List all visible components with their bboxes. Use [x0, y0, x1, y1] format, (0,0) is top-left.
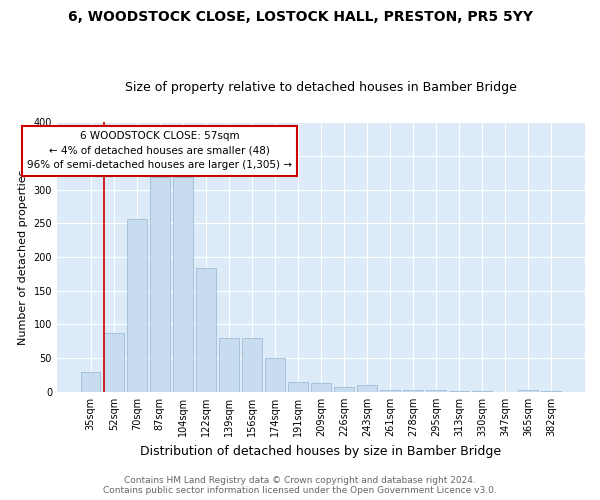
Bar	[311, 383, 331, 392]
X-axis label: Distribution of detached houses by size in Bamber Bridge: Distribution of detached houses by size …	[140, 444, 502, 458]
Text: 6 WOODSTOCK CLOSE: 57sqm
← 4% of detached houses are smaller (48)
96% of semi-de: 6 WOODSTOCK CLOSE: 57sqm ← 4% of detache…	[27, 131, 292, 170]
Bar	[449, 390, 469, 392]
Bar	[265, 358, 284, 392]
Bar	[357, 385, 377, 392]
Bar	[288, 382, 308, 392]
Bar	[427, 390, 446, 392]
Title: Size of property relative to detached houses in Bamber Bridge: Size of property relative to detached ho…	[125, 82, 517, 94]
Bar	[242, 338, 262, 392]
Text: Contains HM Land Registry data © Crown copyright and database right 2024.
Contai: Contains HM Land Registry data © Crown c…	[103, 476, 497, 495]
Bar	[403, 390, 423, 392]
Bar	[380, 390, 400, 392]
Bar	[150, 178, 170, 392]
Text: 6, WOODSTOCK CLOSE, LOSTOCK HALL, PRESTON, PR5 5YY: 6, WOODSTOCK CLOSE, LOSTOCK HALL, PRESTO…	[67, 10, 533, 24]
Bar	[518, 390, 538, 392]
Bar	[127, 219, 146, 392]
Bar	[81, 372, 100, 392]
Bar	[104, 332, 124, 392]
Y-axis label: Number of detached properties: Number of detached properties	[18, 170, 28, 344]
Bar	[334, 386, 354, 392]
Bar	[472, 390, 492, 392]
Bar	[196, 268, 215, 392]
Bar	[173, 178, 193, 392]
Bar	[219, 338, 239, 392]
Bar	[541, 390, 561, 392]
